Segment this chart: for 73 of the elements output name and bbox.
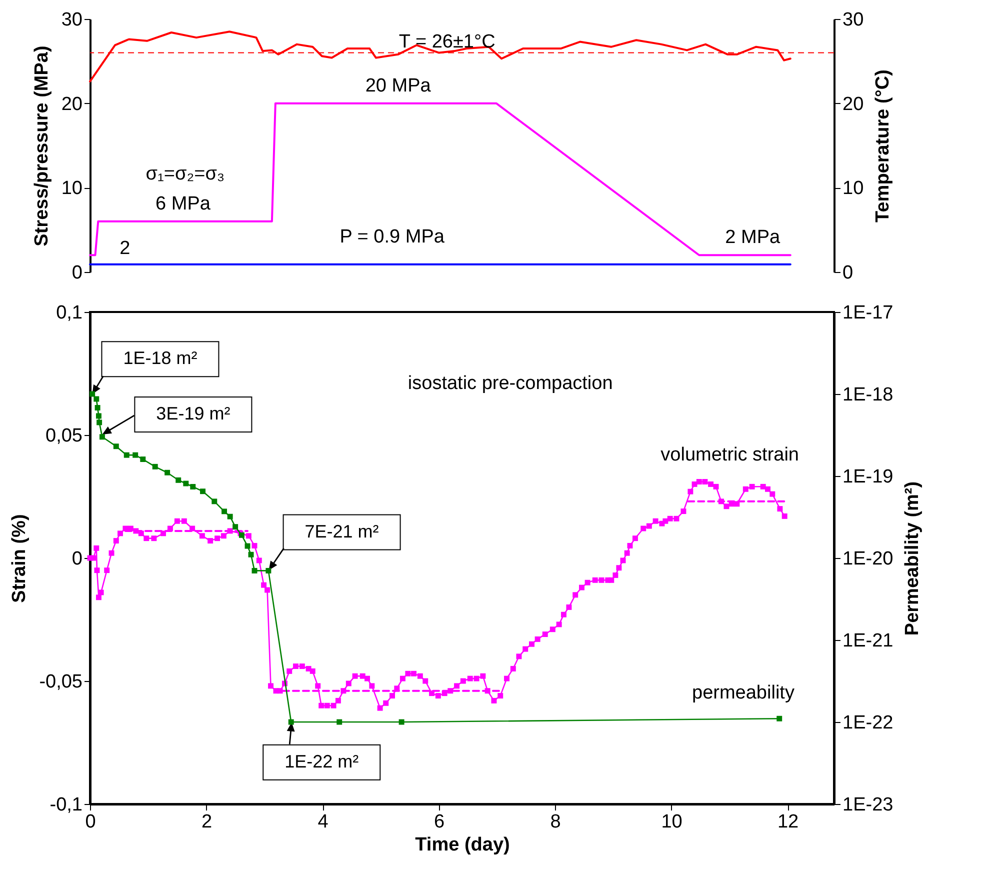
point — [152, 464, 158, 470]
point — [94, 396, 100, 402]
point — [212, 498, 218, 504]
point — [336, 719, 342, 725]
point — [248, 552, 254, 558]
x-tick-label: 2 — [201, 812, 212, 832]
y2-axis-title: Temperature (°C) — [872, 70, 894, 222]
x-tick-label: 6 — [434, 812, 445, 832]
y-axis-title: Stress/pressure (MPa) — [31, 46, 52, 246]
point — [222, 508, 228, 514]
point — [176, 477, 182, 483]
ref-line-label: T = 26±1°C — [398, 32, 496, 53]
point — [113, 444, 119, 450]
point — [99, 434, 105, 440]
y2-tick-label: 1E-17 — [842, 302, 894, 324]
y-tick-label: 20 — [61, 94, 82, 115]
y-tick-label: -0,1 — [50, 794, 82, 816]
series-label: volumetric strain — [660, 444, 800, 466]
point — [190, 484, 196, 490]
point — [132, 452, 138, 458]
x-tick-label: 12 — [777, 812, 799, 832]
y2-tick-label: 1E-20 — [842, 548, 894, 570]
point — [244, 543, 250, 549]
point — [164, 470, 170, 476]
point — [776, 716, 782, 722]
point — [200, 488, 206, 494]
y2-axis-title: Permeability (m²) — [902, 481, 924, 636]
y-tick-label: -0,05 — [39, 672, 82, 692]
point — [96, 420, 102, 426]
point — [183, 480, 189, 486]
y2-tick-label: 1E-22 — [842, 712, 894, 734]
point — [288, 719, 294, 725]
y2-tick-label: 1E-23 — [842, 794, 894, 816]
annotation: 2 MPa — [725, 227, 781, 248]
y-tick-label: 30 — [61, 10, 82, 30]
annotation: 2 — [120, 238, 130, 259]
point — [252, 568, 258, 574]
y2-tick-label: 1E-19 — [842, 466, 894, 488]
annotation: isostatic pre-compaction — [408, 372, 613, 394]
x-tick-label: 8 — [550, 812, 561, 832]
y-tick-label: 0 — [72, 262, 82, 284]
annotation: σ₁=σ₂=σ₃ — [146, 163, 225, 184]
annotation: 1E-22 m² — [284, 751, 359, 772]
point — [227, 514, 233, 520]
point — [96, 413, 102, 419]
point — [398, 719, 404, 725]
y2-tick-label: 30 — [842, 10, 864, 30]
point — [140, 456, 146, 462]
annotation: 3E-19 m² — [156, 404, 230, 424]
x-tick-label: 4 — [318, 812, 329, 832]
annotation: 6 MPa — [156, 193, 211, 214]
y-tick-label: 0 — [72, 548, 82, 570]
annotation: 20 MPa — [365, 75, 432, 96]
annotation: P = 0.9 MPa — [340, 226, 445, 248]
y-tick-label: 10 — [61, 178, 82, 200]
series-label: permeability — [692, 682, 795, 704]
y2-tick-label: 1E-21 — [842, 630, 894, 652]
y2-tick-label: 10 — [842, 178, 864, 200]
point — [232, 524, 238, 530]
annotation: 7E-21 m² — [304, 521, 379, 542]
point — [94, 404, 100, 410]
x-tick-label: 10 — [661, 812, 682, 832]
y2-tick-label: 0 — [842, 262, 854, 284]
x-axis-title: Time (day) — [415, 834, 510, 856]
x-tick-label: 0 — [85, 812, 96, 832]
y2-tick-label: 1E-18 — [842, 384, 894, 406]
point — [266, 568, 272, 574]
annotation: 1E-18 m² — [123, 348, 198, 368]
y-tick-label: 0,1 — [56, 302, 82, 324]
point — [124, 452, 130, 458]
y-tick-label: 0,05 — [46, 426, 82, 446]
y2-tick-label: 20 — [842, 94, 864, 115]
y-axis-title: Strain (%) — [9, 514, 30, 603]
